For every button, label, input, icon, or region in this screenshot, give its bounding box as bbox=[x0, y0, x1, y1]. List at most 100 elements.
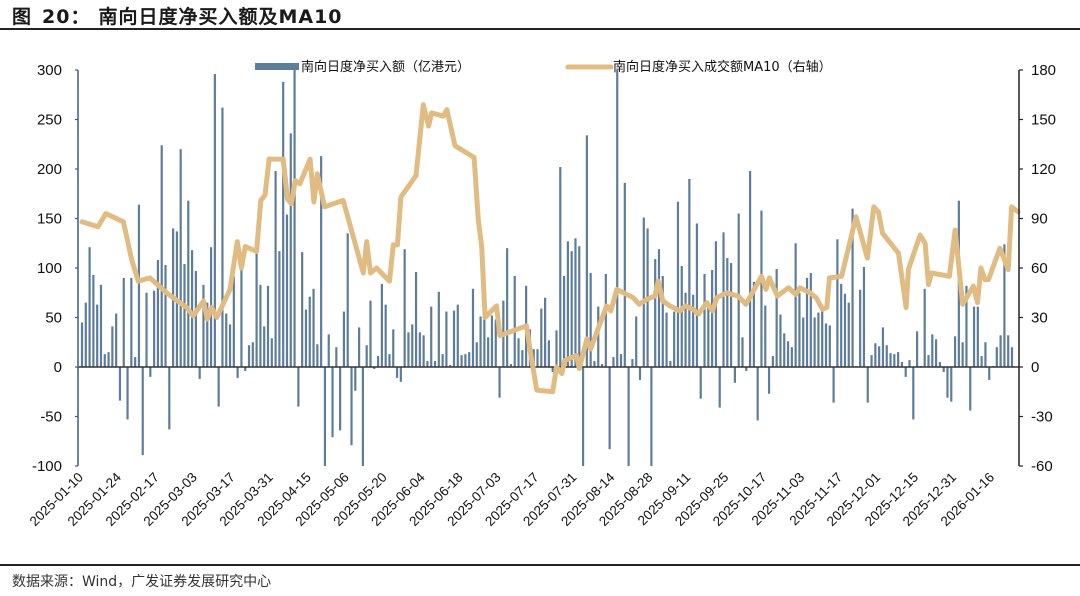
bar bbox=[904, 367, 907, 377]
bar bbox=[156, 260, 160, 367]
bar bbox=[619, 354, 623, 367]
bar bbox=[828, 325, 831, 367]
bar bbox=[779, 314, 782, 367]
bar bbox=[373, 367, 376, 369]
bar bbox=[365, 345, 368, 367]
bar bbox=[213, 73, 216, 368]
bar bbox=[274, 170, 277, 367]
left-tick-label: 200 bbox=[37, 161, 62, 178]
bar bbox=[350, 367, 353, 446]
bar bbox=[878, 346, 881, 367]
bar bbox=[225, 313, 228, 367]
bar-series bbox=[80, 70, 1014, 466]
bar bbox=[851, 208, 854, 367]
bar bbox=[809, 272, 812, 367]
bar bbox=[452, 310, 456, 367]
bar bbox=[339, 367, 342, 431]
bar bbox=[574, 238, 577, 367]
bar bbox=[445, 311, 448, 367]
bar bbox=[840, 283, 843, 367]
bar bbox=[661, 275, 664, 367]
bar bbox=[320, 156, 323, 367]
bar bbox=[665, 312, 668, 367]
bar bbox=[953, 336, 957, 367]
bar bbox=[559, 167, 562, 367]
bar bbox=[392, 329, 395, 367]
bar bbox=[889, 353, 892, 367]
bar bbox=[236, 367, 239, 378]
bar bbox=[988, 367, 991, 380]
bar bbox=[187, 200, 190, 367]
bar bbox=[240, 266, 243, 367]
bar bbox=[741, 337, 744, 367]
bar bbox=[604, 273, 607, 367]
bar bbox=[718, 367, 721, 408]
bar bbox=[384, 304, 387, 367]
bar bbox=[893, 354, 896, 367]
ma10-line bbox=[79, 102, 1021, 395]
bar bbox=[369, 300, 372, 367]
bar bbox=[202, 284, 205, 367]
bar bbox=[669, 361, 672, 367]
bar bbox=[183, 264, 186, 367]
bar bbox=[874, 343, 877, 367]
bar bbox=[654, 259, 657, 367]
bar bbox=[483, 319, 486, 367]
bar bbox=[726, 258, 729, 367]
bar bbox=[934, 339, 938, 367]
bar bbox=[263, 326, 266, 367]
bar bbox=[870, 355, 873, 367]
bar bbox=[487, 337, 490, 367]
bar bbox=[631, 359, 634, 367]
legend-bar-label: 南向日度净买入额（亿港元） bbox=[301, 59, 470, 75]
bar bbox=[88, 247, 91, 367]
bar bbox=[972, 306, 976, 367]
bar bbox=[414, 271, 418, 367]
title-divider bbox=[0, 28, 1080, 30]
bar bbox=[847, 302, 850, 367]
bar bbox=[1007, 335, 1010, 367]
bar bbox=[969, 367, 972, 411]
bar bbox=[657, 249, 661, 367]
right-tick-label: 120 bbox=[1031, 161, 1056, 178]
bar bbox=[585, 135, 588, 367]
bar bbox=[259, 284, 262, 367]
bar bbox=[824, 323, 828, 367]
right-tick-label: 0 bbox=[1031, 359, 1039, 376]
bar bbox=[464, 354, 467, 367]
bar bbox=[916, 331, 919, 367]
bar bbox=[802, 317, 805, 367]
bar bbox=[984, 342, 987, 367]
bar bbox=[931, 334, 934, 367]
bar bbox=[688, 178, 691, 367]
bar bbox=[771, 356, 774, 367]
bar bbox=[737, 213, 740, 367]
bar bbox=[680, 266, 683, 367]
bar bbox=[346, 233, 349, 367]
bar bbox=[597, 306, 600, 367]
bar bbox=[190, 250, 194, 367]
bar bbox=[676, 201, 680, 367]
bar bbox=[380, 283, 383, 367]
bar bbox=[923, 288, 926, 367]
bar bbox=[282, 81, 285, 367]
bar bbox=[354, 367, 357, 391]
bar bbox=[130, 277, 133, 367]
legend-line-label: 南向日度净买入成交额MA10（右轴） bbox=[613, 59, 832, 75]
bar bbox=[881, 327, 885, 367]
bar bbox=[836, 239, 839, 367]
bar bbox=[494, 319, 497, 367]
bar bbox=[760, 210, 763, 367]
right-tick-label: 60 bbox=[1031, 260, 1048, 277]
right-tick-label: 30 bbox=[1031, 310, 1048, 327]
bar bbox=[179, 149, 182, 367]
bar bbox=[153, 290, 156, 367]
bar bbox=[684, 292, 687, 367]
left-tick-label: 100 bbox=[37, 260, 62, 277]
bar bbox=[441, 354, 444, 367]
bar bbox=[581, 367, 585, 466]
bar bbox=[471, 288, 475, 367]
bar bbox=[217, 367, 220, 407]
bar bbox=[475, 342, 478, 367]
